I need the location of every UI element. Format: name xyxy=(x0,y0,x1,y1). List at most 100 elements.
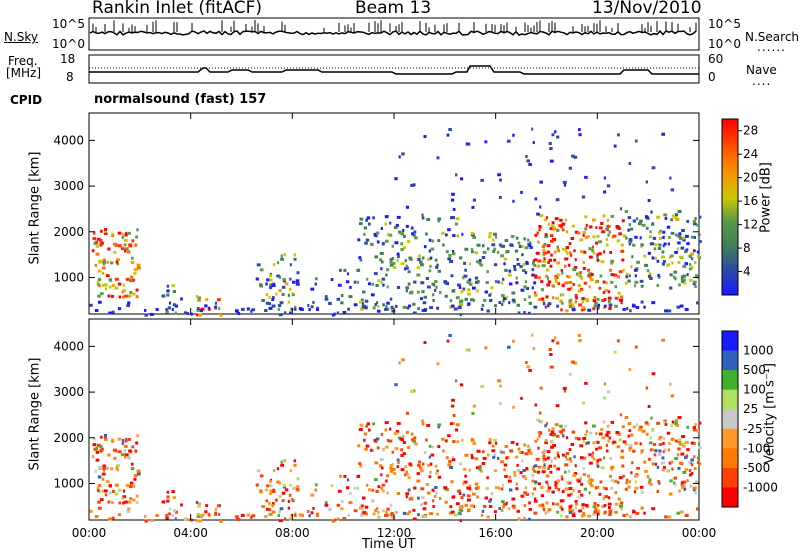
velocity-cell xyxy=(593,501,597,505)
velocity-cell xyxy=(447,463,452,467)
velocity-cell xyxy=(533,511,538,515)
velocity-cell xyxy=(362,508,365,512)
power-cell xyxy=(578,133,582,137)
power-cell xyxy=(674,215,678,219)
power-cell xyxy=(401,152,405,156)
velocity-cell xyxy=(489,504,493,508)
velocity-cell xyxy=(276,480,280,484)
velocity-cell xyxy=(561,477,564,481)
power-cell xyxy=(519,265,523,269)
power-cell xyxy=(596,253,599,257)
velocity-cell xyxy=(172,496,177,500)
velocity-cell xyxy=(459,462,463,466)
power-cell xyxy=(594,280,598,284)
power-cell xyxy=(543,242,547,246)
power-cell xyxy=(696,255,700,259)
velocity-cell xyxy=(552,502,555,506)
velocity-cell xyxy=(386,491,389,495)
velocity-cell xyxy=(271,503,275,507)
velocity-cell xyxy=(652,442,657,446)
velocity-cell xyxy=(127,507,131,511)
velocity-cell xyxy=(129,481,134,485)
power-cell xyxy=(459,313,462,317)
velocity-cell xyxy=(656,489,660,493)
power-cell xyxy=(605,237,608,241)
power-cell xyxy=(649,230,652,234)
power-cell xyxy=(493,263,498,267)
velocity-band xyxy=(722,370,738,391)
velocity-cell xyxy=(97,443,101,447)
power-cell xyxy=(556,245,559,249)
power-cell xyxy=(382,303,385,307)
power-cell xyxy=(117,244,122,248)
power-cell xyxy=(556,273,561,277)
power-cell xyxy=(662,244,665,248)
power-cell xyxy=(696,223,700,227)
velocity-cell xyxy=(635,512,640,516)
power-cell xyxy=(214,305,218,309)
power-cell xyxy=(407,270,411,274)
velocity-cell xyxy=(293,513,297,517)
power-cell xyxy=(384,307,388,311)
velocity-cell xyxy=(567,481,572,485)
power-cell xyxy=(331,313,335,317)
velocity-cell xyxy=(429,462,433,466)
power-cell xyxy=(593,295,597,299)
velocity-cell xyxy=(589,479,594,483)
velocity-cell xyxy=(586,441,590,445)
velocity-cbar-tick-label: 100 xyxy=(743,383,766,397)
velocity-cell xyxy=(697,439,701,443)
power-cell xyxy=(106,260,109,264)
power-cell xyxy=(445,250,449,254)
velocity-cell xyxy=(614,510,618,514)
power-cell xyxy=(143,308,147,312)
power-cell xyxy=(452,234,456,238)
power-cell xyxy=(129,279,133,283)
velocity-cell xyxy=(127,437,131,441)
velocity-cell xyxy=(588,478,591,482)
power-cell xyxy=(380,280,383,284)
power-cell xyxy=(570,303,575,307)
power-cell xyxy=(402,305,407,309)
power-cell xyxy=(293,307,297,311)
velocity-cell xyxy=(549,440,554,444)
power-cell xyxy=(522,269,526,273)
power-cell xyxy=(570,286,573,290)
power-cell xyxy=(310,305,314,309)
velocity-cell xyxy=(328,507,332,511)
velocity-cell xyxy=(277,510,282,514)
velocity-cell xyxy=(196,513,200,517)
power-cell xyxy=(280,257,284,261)
power-cell xyxy=(588,272,591,276)
power-cell xyxy=(616,239,620,243)
power-cell xyxy=(371,282,375,286)
velocity-cell xyxy=(136,472,141,476)
power-cell xyxy=(573,249,576,253)
power-cell xyxy=(670,218,674,222)
power-cell xyxy=(266,278,270,282)
velocity-cbar-tick-label: -500 xyxy=(743,461,770,475)
power-cell xyxy=(198,313,203,317)
velocity-cell xyxy=(625,442,628,446)
power-cell xyxy=(117,231,122,235)
power-cell xyxy=(391,309,396,313)
velocity-cell xyxy=(661,461,665,465)
power-cell xyxy=(172,303,177,307)
power-cell xyxy=(491,243,496,247)
velocity-cell xyxy=(473,504,476,508)
power-cell xyxy=(551,221,555,225)
power-cell xyxy=(582,260,585,264)
velocity-cbar-tick-label: 500 xyxy=(743,363,766,377)
velocity-cell xyxy=(532,347,535,351)
velocity-cell xyxy=(466,494,471,498)
power-cbar-tick-label: 4 xyxy=(743,265,751,279)
power-cell xyxy=(676,305,681,309)
velocity-cell xyxy=(101,472,106,476)
power-cell xyxy=(362,304,366,308)
velocity-cell xyxy=(308,514,311,518)
velocity-cell xyxy=(600,427,604,431)
velocity-cell xyxy=(564,424,568,428)
velocity-cell xyxy=(610,486,614,490)
power-cell xyxy=(290,307,294,311)
power-cell xyxy=(481,244,485,248)
